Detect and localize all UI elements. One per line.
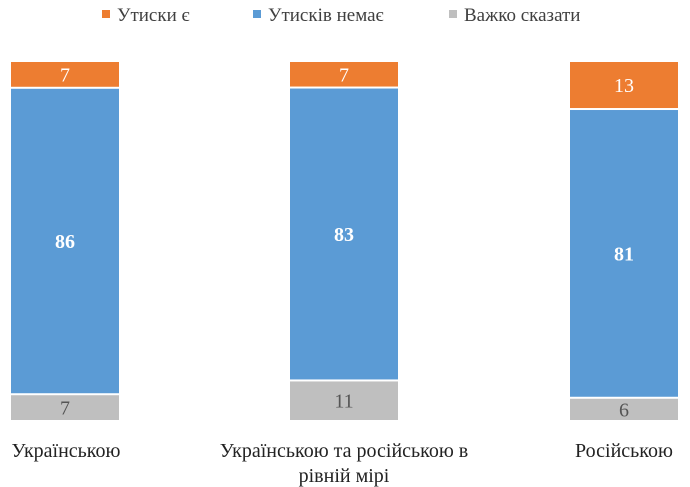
data-label-0-0: 7 (60, 64, 70, 86)
data-label-2-1: 81 (614, 243, 634, 265)
bar-segment-1-2 (290, 381, 398, 420)
legend-label-2: Важко сказати (464, 5, 580, 26)
data-label-1-1: 83 (334, 224, 354, 246)
category-label-1-1: рівній мірі (299, 465, 390, 487)
category-label-2-0: Російською (575, 440, 673, 462)
category-label-0-0: Українською (12, 440, 121, 462)
data-label-2-0: 13 (614, 75, 634, 97)
category-label-1-0: Українською та російською в (220, 440, 468, 462)
bar-segment-0-0 (11, 62, 119, 87)
data-label-1-2: 11 (334, 391, 353, 413)
bar-segment-0-1 (11, 88, 119, 394)
bar-segment-0-2 (11, 395, 119, 420)
data-label-0-1: 86 (55, 231, 75, 253)
bar-segment-1-1 (290, 88, 398, 380)
legend-swatch-2 (449, 10, 457, 18)
legend-label-1: Утисків немає (268, 5, 384, 26)
legend-swatch-0 (102, 10, 110, 18)
legend: Утиски є Утисків немає Важко сказати (102, 5, 580, 26)
legend-label-0: Утиски є (117, 5, 190, 26)
bar-segment-2-1 (570, 110, 678, 397)
bar-segment-1-0 (290, 62, 398, 87)
data-label-2-2: 6 (619, 399, 629, 421)
category-labels: Українською Українською та російською в рі… (12, 440, 673, 487)
bar-segment-2-2 (570, 398, 678, 420)
data-label-1-0: 7 (339, 64, 349, 86)
bar-segment-2-0 (570, 62, 678, 109)
bars: 7 86 7 7 83 11 13 81 6 (11, 62, 678, 421)
data-label-0-2: 7 (60, 398, 70, 420)
legend-swatch-1 (253, 10, 261, 18)
